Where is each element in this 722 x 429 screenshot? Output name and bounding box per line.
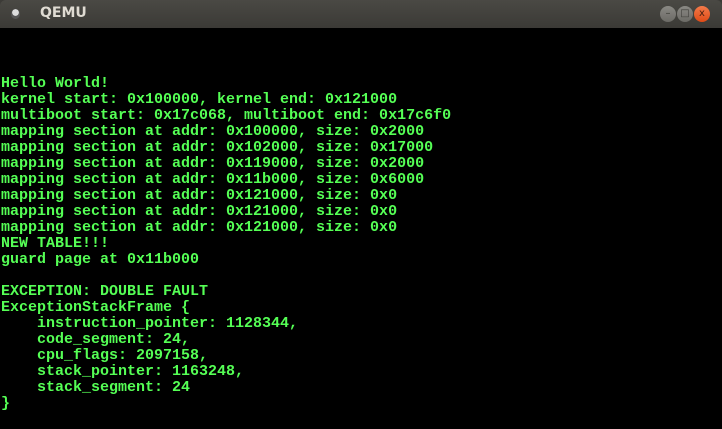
console-line: mapping section at addr: 0x102000, size:…	[1, 139, 434, 156]
maximize-button[interactable]: □	[677, 6, 693, 22]
console-line: Hello World!	[1, 75, 110, 92]
console-line: mapping section at addr: 0x121000, size:…	[1, 203, 398, 220]
minimize-button[interactable]: –	[660, 6, 676, 22]
qemu-app-icon	[11, 9, 20, 19]
console-line: ExceptionStackFrame {	[1, 299, 191, 316]
console-line: cpu_flags: 2097158,	[1, 347, 209, 364]
console-line: kernel start: 0x100000, kernel end: 0x12…	[1, 91, 398, 108]
console-line: instruction_pointer: 1128344,	[1, 315, 299, 332]
title-bar[interactable]: QEMU – □ x	[0, 0, 722, 28]
console-line: mapping section at addr: 0x11b000, size:…	[1, 171, 425, 188]
console-line: mapping section at addr: 0x121000, size:…	[1, 187, 398, 204]
console-line: mapping section at addr: 0x121000, size:…	[1, 219, 398, 236]
console-line: EXCEPTION: DOUBLE FAULT	[1, 283, 209, 300]
window-title: QEMU	[40, 5, 87, 21]
console-line: stack_segment: 24	[1, 379, 191, 396]
console-line: stack_pointer: 1163248,	[1, 363, 245, 380]
close-button[interactable]: x	[694, 6, 710, 22]
console-line: NEW TABLE!!!	[1, 235, 110, 252]
vga-console[interactable]: Hello World! kernel start: 0x100000, kern…	[0, 28, 722, 429]
console-line: code_segment: 24,	[1, 331, 191, 348]
console-line: }	[1, 395, 11, 412]
console-line: mapping section at addr: 0x119000, size:…	[1, 155, 425, 172]
console-line: mapping section at addr: 0x100000, size:…	[1, 123, 425, 140]
console-line: guard page at 0x11b000	[1, 251, 200, 268]
console-line: multiboot start: 0x17c068, multiboot end…	[1, 107, 452, 124]
